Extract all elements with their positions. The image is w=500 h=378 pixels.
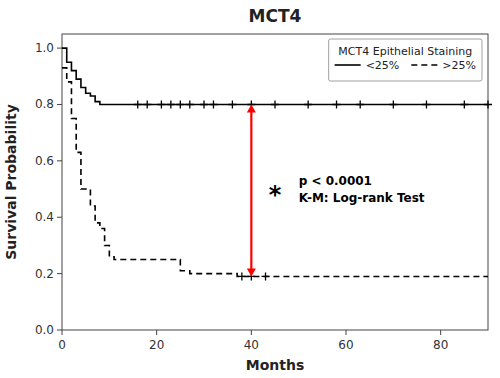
censor-mark bbox=[304, 100, 312, 108]
censor-mark bbox=[356, 100, 364, 108]
curves bbox=[62, 48, 488, 276]
censor-marks bbox=[134, 100, 492, 280]
title: MCT4 bbox=[249, 6, 302, 26]
legend-box bbox=[329, 39, 482, 81]
y-tick bbox=[57, 273, 62, 274]
censor-mark bbox=[200, 100, 208, 108]
x-tick bbox=[440, 330, 441, 335]
y-axis-label: Survival Probability bbox=[3, 104, 19, 260]
x-tick-label: 60 bbox=[338, 338, 353, 352]
y-tick bbox=[57, 104, 62, 105]
censor-mark bbox=[333, 100, 341, 108]
annotations: * p < 0.0001 K-M: Log-rank Test bbox=[269, 174, 425, 209]
annotation-line: * bbox=[269, 181, 282, 209]
legend-title: MCT4 Epithelial Staining bbox=[338, 45, 472, 58]
y-axis: 0.0 0.2 0.4 0.6 0.8 1.0 bbox=[35, 41, 62, 337]
censor-mark bbox=[484, 100, 492, 108]
annotation-text: p < 0.0001 K-M: Log-rank Test bbox=[299, 174, 425, 205]
censor-mark bbox=[422, 100, 430, 108]
arrow-head bbox=[247, 104, 256, 112]
y-tick bbox=[57, 217, 62, 218]
y-tick bbox=[57, 48, 62, 49]
censor-mark bbox=[271, 100, 279, 108]
arrows bbox=[247, 104, 256, 276]
y-tick-label: 0.8 bbox=[35, 97, 54, 111]
censor-mark bbox=[143, 100, 151, 108]
annotation-line: K-M: Log-rank Test bbox=[299, 191, 425, 205]
censor-mark bbox=[238, 272, 246, 280]
x-tick bbox=[346, 330, 347, 335]
x-tick-label: 40 bbox=[244, 338, 259, 352]
x-tick bbox=[62, 330, 63, 335]
censor-mark bbox=[228, 100, 236, 108]
double-arrow bbox=[247, 104, 256, 276]
legend-swatch bbox=[411, 64, 437, 66]
censor-mark bbox=[134, 100, 142, 108]
y-tick bbox=[57, 160, 62, 161]
legend-label: >25% bbox=[442, 59, 476, 72]
y-tick-label: 0.4 bbox=[35, 210, 54, 224]
y-tick-label: 0.6 bbox=[35, 154, 54, 168]
x-axis-label: Months bbox=[246, 357, 305, 373]
censor-mark bbox=[157, 100, 165, 108]
censor-mark bbox=[262, 272, 270, 280]
chart: MCT4 0 20 40 60 80 0.0 0.2 0.4 0.6 0.8 1.0 Months Sur… bbox=[0, 0, 500, 378]
legend: MCT4 Epithelial Staining<25% >25% bbox=[329, 39, 482, 81]
x-tick bbox=[251, 330, 252, 335]
y-tick-label: 0.2 bbox=[35, 267, 54, 281]
plot-frame bbox=[62, 34, 488, 330]
annotation-line: p < 0.0001 bbox=[299, 174, 372, 188]
x-tick-label: 20 bbox=[149, 338, 164, 352]
censor-mark bbox=[209, 100, 217, 108]
y-tick-label: 0.0 bbox=[35, 323, 54, 337]
x-tick bbox=[156, 330, 157, 335]
censor-mark bbox=[186, 100, 194, 108]
survival-curve bbox=[62, 68, 488, 277]
legend-label: <25% bbox=[366, 59, 400, 72]
y-tick bbox=[57, 330, 62, 331]
x-tick-label: 80 bbox=[433, 338, 448, 352]
arrow-head bbox=[247, 268, 256, 276]
censor-mark bbox=[460, 100, 468, 108]
censor-mark bbox=[389, 100, 397, 108]
significance-star: * bbox=[269, 181, 282, 209]
x-tick-label: 0 bbox=[58, 338, 66, 352]
legend-swatch bbox=[335, 64, 361, 66]
x-axis: 0 20 40 60 80 bbox=[58, 330, 448, 352]
censor-mark bbox=[176, 100, 184, 108]
censor-mark bbox=[167, 100, 175, 108]
arrow-shaft bbox=[250, 111, 252, 269]
y-tick-label: 1.0 bbox=[35, 41, 54, 55]
